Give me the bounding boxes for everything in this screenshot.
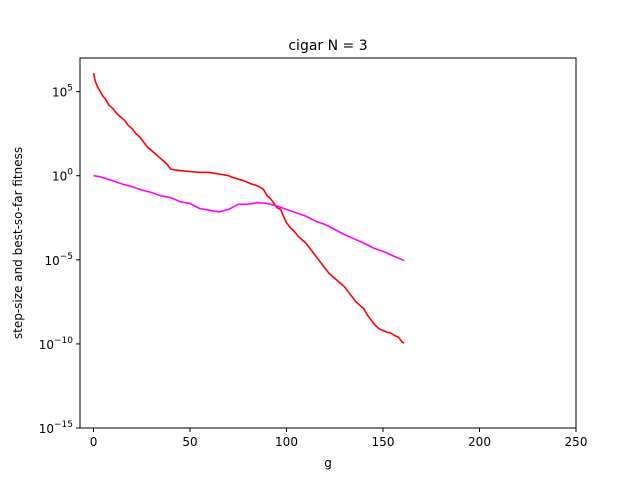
chart-title: cigar N = 3	[288, 38, 367, 54]
y-tick-label: 100	[52, 168, 73, 184]
x-tick-label: 50	[182, 435, 197, 449]
series-line-2	[93, 174, 405, 262]
y-tick-label: 105	[52, 84, 73, 100]
plot-area	[79, 57, 577, 429]
x-tick-label: 150	[372, 435, 395, 449]
y-axis-label: step-size and best-so-far fitness	[11, 147, 25, 339]
x-tick-label: 250	[565, 435, 588, 449]
series-layer	[92, 72, 405, 344]
y-tick-label: 10−10	[39, 336, 74, 352]
y-tick-label: 10−5	[44, 252, 73, 268]
x-tick-label: 100	[275, 435, 298, 449]
y-axis: 10−15 10−10 10−5 100 105	[39, 84, 80, 436]
x-axis-label: g	[324, 456, 332, 470]
x-axis: 0 50 100 150 200 250	[90, 428, 588, 449]
series-line-1	[92, 72, 405, 344]
x-tick-label: 200	[468, 435, 491, 449]
y-tick-label: 10−15	[39, 420, 73, 436]
x-tick-label: 0	[90, 435, 98, 449]
